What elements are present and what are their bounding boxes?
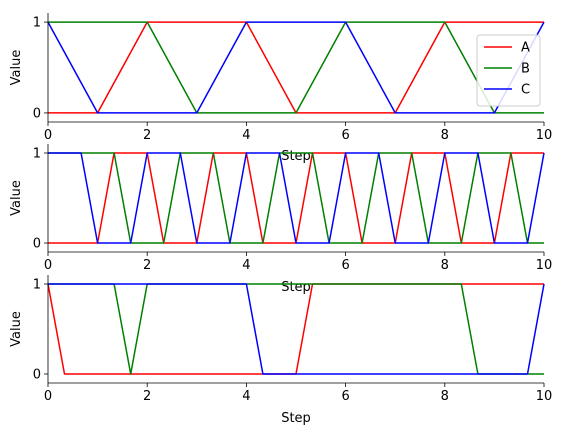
legend: ABC (476, 34, 541, 107)
chart-panel-3: 0 2 4 6 8 10 0 1 Step Value (9, 275, 552, 426)
series-line-3 (48, 152, 545, 244)
y-tick-label: 1 (33, 278, 41, 293)
y-axis-label: Value (9, 311, 24, 347)
x-tick-label: 8 (441, 389, 449, 404)
x-tick-label: 0 (44, 128, 52, 143)
x-tick-label: 6 (341, 258, 349, 273)
x-tick-label: 8 (441, 258, 449, 273)
x-tick-label: 4 (242, 128, 250, 143)
y-tick-label: 1 (33, 147, 41, 162)
x-tick-label: 10 (536, 128, 553, 143)
x-tick-label: 6 (341, 389, 349, 404)
x-tick-label: 10 (536, 258, 553, 273)
x-tick-label: 4 (242, 258, 250, 273)
x-tick-label: 4 (242, 389, 250, 404)
series-line-2 (48, 283, 544, 375)
y-tick-label: 0 (33, 106, 41, 121)
x-axis-label: Step (281, 280, 311, 295)
x-tick-label: 6 (341, 128, 349, 143)
x-tick-label: 2 (143, 389, 151, 404)
x-tick-label: 2 (143, 128, 151, 143)
y-axis-label: Value (9, 180, 24, 216)
x-tick-label: 0 (44, 258, 52, 273)
legend-label-c: C (521, 83, 530, 98)
y-tick-label: 0 (33, 368, 41, 383)
legend-box (476, 34, 541, 107)
legend-label-b: B (521, 62, 530, 77)
series-line-3 (48, 283, 545, 375)
x-tick-label: 2 (143, 258, 151, 273)
x-tick-label: 8 (441, 128, 449, 143)
x-tick-label: 0 (44, 389, 52, 404)
y-tick-label: 0 (33, 237, 41, 252)
x-tick-label: 10 (536, 389, 553, 404)
y-tick-label: 1 (33, 16, 41, 31)
series-line-b (48, 21, 544, 114)
x-axis-label: Step (281, 411, 311, 426)
series-line-2 (48, 152, 544, 244)
series-line-c (47, 21, 545, 114)
y-axis-label: Value (9, 50, 24, 86)
x-axis-label: Step (281, 149, 311, 164)
legend-label-a: A (521, 41, 530, 56)
